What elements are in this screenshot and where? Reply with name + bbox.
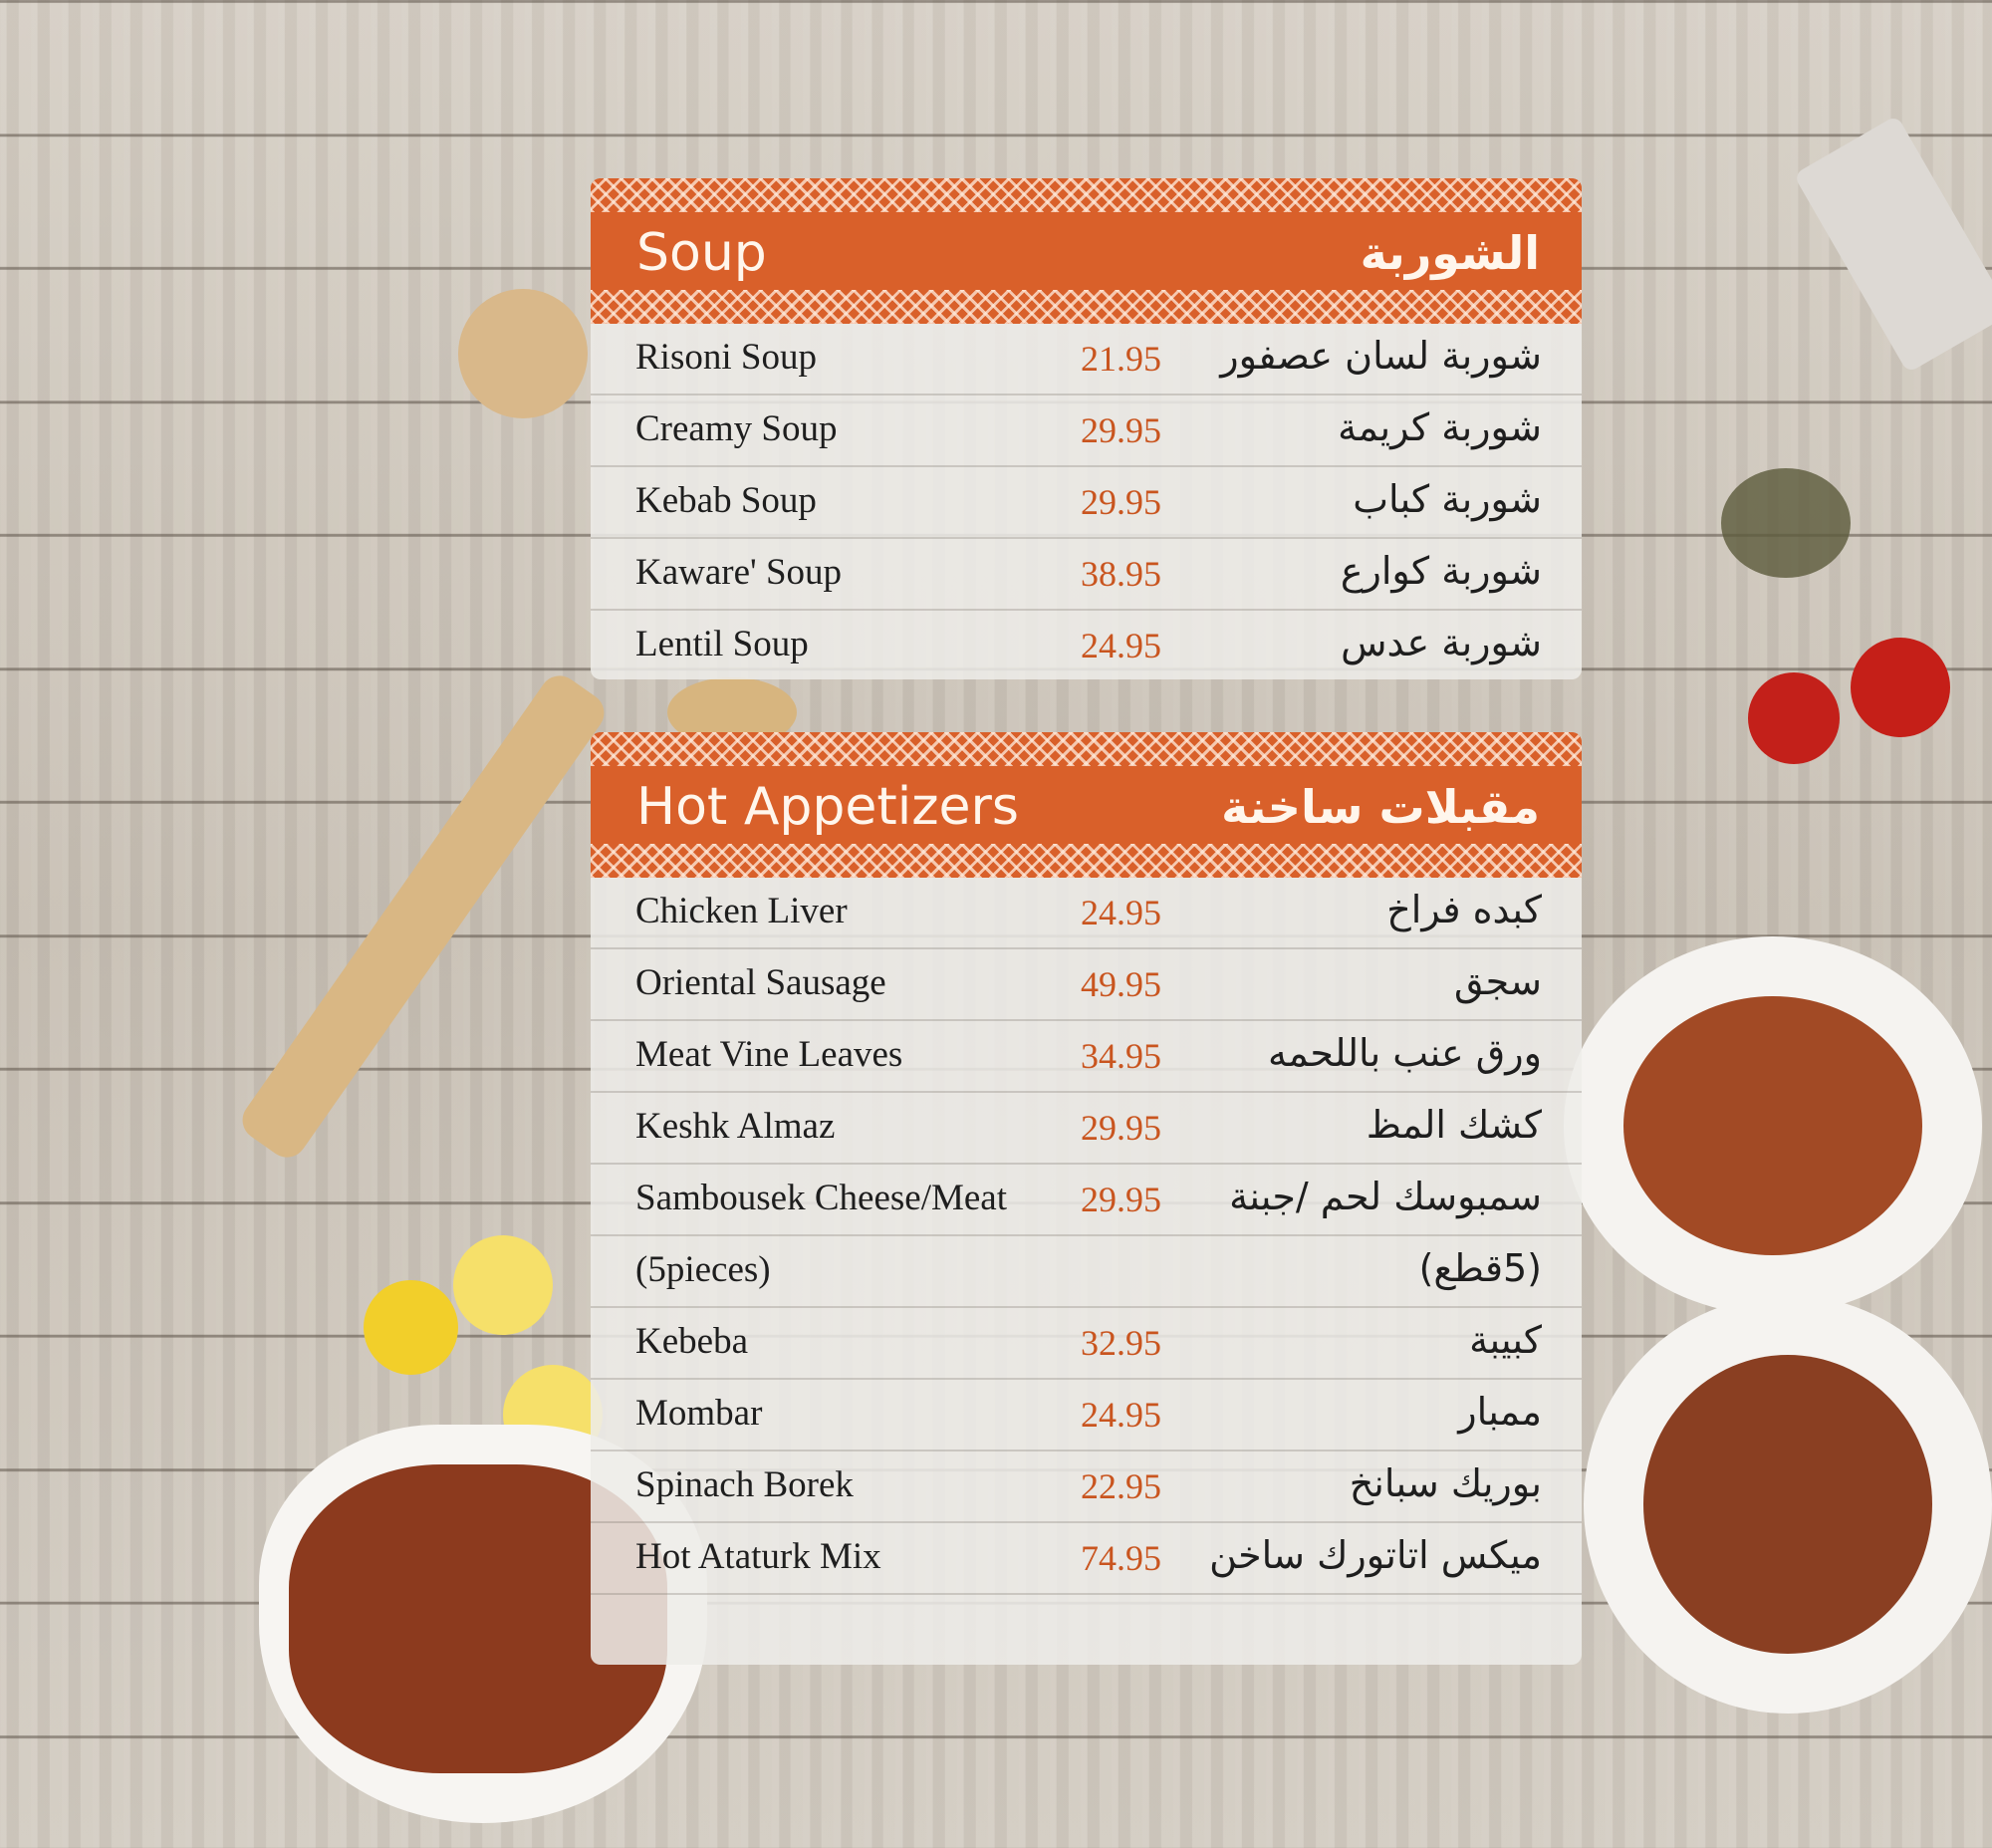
menu-item-row: Keshk Almaz 29.95 كشك المظ <box>591 1093 1582 1165</box>
item-price: 22.95 <box>1081 1466 1161 1506</box>
wooden-spatula-image <box>234 667 613 1166</box>
section-header: Hot Appetizers مقبلات ساخنة <box>591 732 1582 878</box>
item-name-ar: سجق <box>1453 959 1542 1003</box>
tomato-image <box>1748 672 1840 764</box>
wooden-scoop-image <box>458 289 588 418</box>
item-price: 38.95 <box>1081 554 1161 594</box>
menu-item-row: Kaware' Soup 38.95 شوربة كوارع <box>591 539 1582 611</box>
ornament-band <box>591 844 1582 878</box>
menu-item-row: (5pieces) (5قطع) <box>591 1236 1582 1308</box>
item-price: 29.95 <box>1081 1108 1161 1148</box>
menu-item-row: Sambousek Cheese/Meat 29.95 سمبوسك لحم /جب… <box>591 1165 1582 1236</box>
item-name-en: Meat Vine Leaves <box>635 1034 903 1075</box>
tomato-image <box>1851 638 1950 737</box>
item-name-ar: شوربة كريمة <box>1338 405 1542 449</box>
lemon-image <box>453 1235 553 1335</box>
herbs-image <box>1721 468 1851 578</box>
item-name-en: Keshk Almaz <box>635 1106 836 1147</box>
item-name-en: Risoni Soup <box>635 337 817 378</box>
item-price: 34.95 <box>1081 1036 1161 1076</box>
item-price: 29.95 <box>1081 482 1161 522</box>
item-price: 24.95 <box>1081 893 1161 932</box>
menu-item-row: Lentil Soup 24.95 شوربة عدس <box>591 611 1582 679</box>
item-price: 74.95 <box>1081 1538 1161 1578</box>
item-name-en: Kebab Soup <box>635 480 817 521</box>
item-price: 29.95 <box>1081 1180 1161 1219</box>
item-name-en: Creamy Soup <box>635 408 838 449</box>
menu-item-row: Spinach Borek 22.95 بوريك سبانخ <box>591 1452 1582 1523</box>
lemon-image <box>364 1280 458 1375</box>
section-title-ar: مقبلات ساخنة <box>1221 780 1540 834</box>
menu-item-row: Kebab Soup 29.95 شوربة كباب <box>591 467 1582 539</box>
menu-item-row: Creamy Soup 29.95 شوربة كريمة <box>591 396 1582 467</box>
ornament-band <box>591 290 1582 324</box>
item-name-ar: ممبار <box>1458 1390 1542 1434</box>
item-name-ar: كشك المظ <box>1366 1103 1542 1147</box>
menu-item-row: Risoni Soup 21.95 شوربة لسان عصفور <box>591 324 1582 396</box>
menu-item-row: Oriental Sausage 49.95 سجق <box>591 949 1582 1021</box>
soup-section: Soup الشوربة Risoni Soup 21.95 شوربة لسان … <box>591 178 1582 679</box>
section-title-ar: الشوربة <box>1360 226 1540 280</box>
kofta-dish-image <box>1584 1295 1992 1714</box>
ornament-band <box>591 732 1582 766</box>
item-price: 32.95 <box>1081 1323 1161 1363</box>
item-name-ar: شوربة كوارع <box>1340 549 1542 593</box>
item-name-en: Spinach Borek <box>635 1464 854 1505</box>
item-name-ar: شوربة كباب <box>1353 477 1542 521</box>
item-price: 21.95 <box>1081 339 1161 379</box>
item-price: 24.95 <box>1081 626 1161 665</box>
item-name-ar: شوربة لسان عصفور <box>1220 334 1542 378</box>
menu-item-row: Mombar 24.95 ممبار <box>591 1380 1582 1452</box>
item-name-en: Oriental Sausage <box>635 962 886 1003</box>
item-name-ar: بوريك سبانخ <box>1349 1461 1542 1505</box>
hot-appetizers-section: Hot Appetizers مقبلات ساخنة Chicken Live… <box>591 732 1582 1665</box>
item-name-en: Chicken Liver <box>635 891 848 931</box>
item-price: 24.95 <box>1081 1395 1161 1435</box>
item-name-en: Lentil Soup <box>635 624 809 664</box>
item-name-ar: كبده فراخ <box>1386 888 1542 931</box>
menu-item-row: Hot Ataturk Mix 74.95 ميكس اتاتورك ساخن <box>591 1523 1582 1595</box>
item-name-en: Mombar <box>635 1393 763 1434</box>
item-name-en: Sambousek Cheese/Meat <box>635 1178 1007 1218</box>
ornament-band <box>591 178 1582 212</box>
item-name-en: Kebeba <box>635 1321 748 1362</box>
item-name-ar: سمبوسك لحم /جبنة <box>1229 1175 1542 1218</box>
salt-shaker-image <box>1793 115 1992 374</box>
item-price: 29.95 <box>1081 410 1161 450</box>
item-name-en: Hot Ataturk Mix <box>635 1536 881 1577</box>
menu-item-row: Meat Vine Leaves 34.95 ورق عنب باللحمه <box>591 1021 1582 1093</box>
item-price: 49.95 <box>1081 964 1161 1004</box>
item-name-ar: شوربة عدس <box>1341 621 1542 664</box>
menu-item-row: Kebeba 32.95 كبيبة <box>591 1308 1582 1380</box>
item-name-ar: كبيبة <box>1469 1318 1542 1362</box>
section-header: Soup الشوربة <box>591 178 1582 324</box>
item-name-en: (5pieces) <box>635 1249 771 1290</box>
item-name-ar: ورق عنب باللحمه <box>1268 1031 1542 1075</box>
kibbeh-dish-image <box>1564 936 1982 1315</box>
item-name-en: Kaware' Soup <box>635 552 843 593</box>
item-name-ar: ميكس اتاتورك ساخن <box>1209 1533 1542 1577</box>
menu-item-row: Chicken Liver 24.95 كبده فراخ <box>591 878 1582 949</box>
item-name-ar: (5قطع) <box>1418 1246 1542 1290</box>
section-title-en: Hot Appetizers <box>636 777 1020 837</box>
section-title-en: Soup <box>636 223 767 283</box>
